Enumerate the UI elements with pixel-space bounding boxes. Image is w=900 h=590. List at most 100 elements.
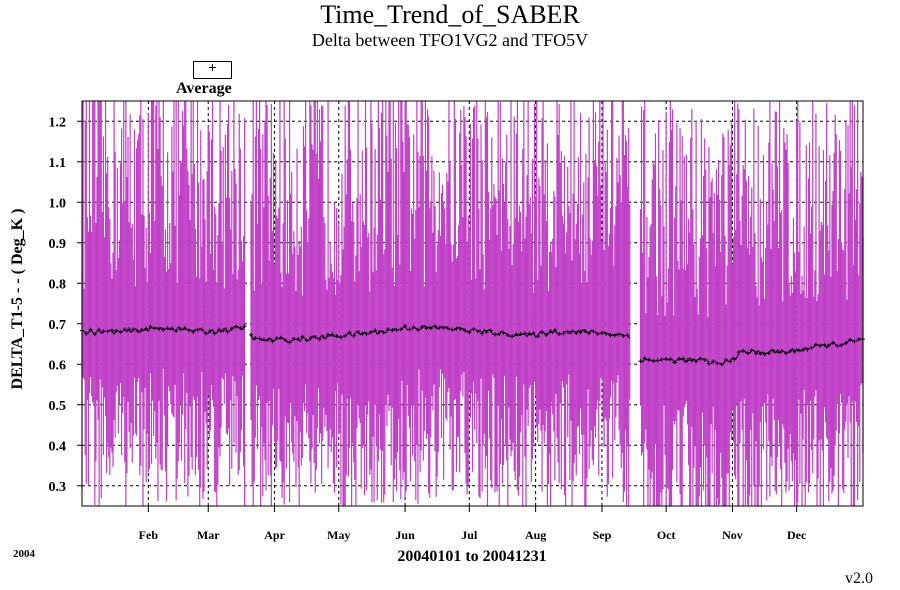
average-point (805, 347, 810, 352)
average-point (114, 328, 119, 333)
average-point (368, 330, 373, 335)
average-point (313, 334, 318, 339)
average-point (174, 329, 179, 334)
average-point (407, 327, 412, 332)
average-point (514, 332, 519, 337)
average-point (728, 359, 733, 364)
average-point (221, 328, 226, 333)
average-point (394, 328, 399, 333)
average-point (801, 347, 806, 352)
average-point (291, 336, 296, 341)
average-point (424, 326, 429, 331)
average-point (668, 357, 673, 362)
average-point (216, 327, 221, 332)
average-point (510, 334, 515, 339)
average-point (672, 360, 677, 365)
average-point (681, 356, 686, 361)
average-point (88, 327, 93, 332)
average-point (651, 358, 656, 363)
average-point (492, 332, 497, 337)
x-tick-labels: Feb Mar Apr May Jun Jul Aug Sep Oct Nov Dec (139, 528, 807, 542)
average-point (186, 328, 191, 333)
average-point (234, 324, 239, 329)
average-point (852, 339, 857, 344)
average-point (843, 340, 848, 345)
average-point (373, 328, 378, 333)
average-point (458, 326, 463, 331)
average-point (84, 331, 89, 336)
average-point (762, 352, 767, 357)
average-point (92, 332, 97, 337)
average-point (257, 336, 262, 341)
average-point (270, 339, 275, 344)
average-point (287, 340, 292, 345)
average-point (839, 342, 844, 347)
average-point (565, 329, 570, 334)
average-point (758, 351, 763, 356)
average-point (377, 329, 382, 334)
average-point (702, 357, 707, 362)
average-point (109, 328, 114, 333)
plot-frame (81, 100, 864, 507)
average-point (381, 330, 386, 335)
average-point (736, 350, 741, 355)
average-point (527, 331, 532, 336)
average-point (754, 351, 759, 356)
version-label: v2.0 (845, 570, 873, 587)
average-point (480, 331, 485, 336)
average-point (694, 359, 699, 364)
average-point (557, 331, 562, 336)
y-tick-label: 0.6 (49, 358, 67, 373)
average-point (518, 331, 523, 336)
average-point (403, 324, 408, 329)
average-point (261, 337, 266, 342)
average-point (822, 342, 827, 347)
average-point (497, 331, 502, 336)
average-point (604, 331, 609, 336)
x-tick-label: Nov (722, 528, 743, 542)
average-point (796, 348, 801, 353)
average-point (574, 331, 579, 336)
x-tick-label: Dec (787, 528, 807, 542)
average-point (428, 326, 433, 331)
average-point (308, 335, 313, 340)
x-tick-label: Jul (461, 528, 478, 542)
average-point (152, 326, 157, 331)
average-point (165, 326, 170, 331)
average-point (771, 348, 776, 353)
average-point (127, 327, 132, 332)
average-point (638, 359, 643, 364)
average-point (105, 329, 110, 334)
average-point (398, 327, 403, 332)
average-point (441, 325, 446, 330)
average-point (178, 327, 183, 332)
average-point (475, 329, 480, 334)
average-point (741, 348, 746, 353)
average-point (552, 328, 557, 333)
range-bars (81, 101, 864, 506)
average-point (161, 327, 166, 332)
average-point (689, 358, 694, 363)
average-point (101, 329, 106, 334)
average-point (463, 328, 468, 333)
average-point (385, 327, 390, 332)
average-point (411, 325, 416, 330)
average-point (779, 349, 784, 354)
average-point (471, 326, 476, 331)
y-tick-label: 0.5 (49, 399, 67, 414)
average-point (659, 357, 664, 362)
average-point (283, 338, 288, 343)
average-point (204, 331, 209, 336)
average-point (599, 330, 604, 335)
average-point (360, 331, 365, 336)
average-point (719, 362, 724, 367)
average-point (157, 326, 162, 331)
average-point (848, 337, 853, 342)
average-point (625, 333, 630, 338)
average-point (437, 325, 442, 330)
average-point (531, 330, 536, 335)
average-point (135, 328, 140, 333)
average-point (587, 331, 592, 336)
average-point (338, 335, 343, 340)
